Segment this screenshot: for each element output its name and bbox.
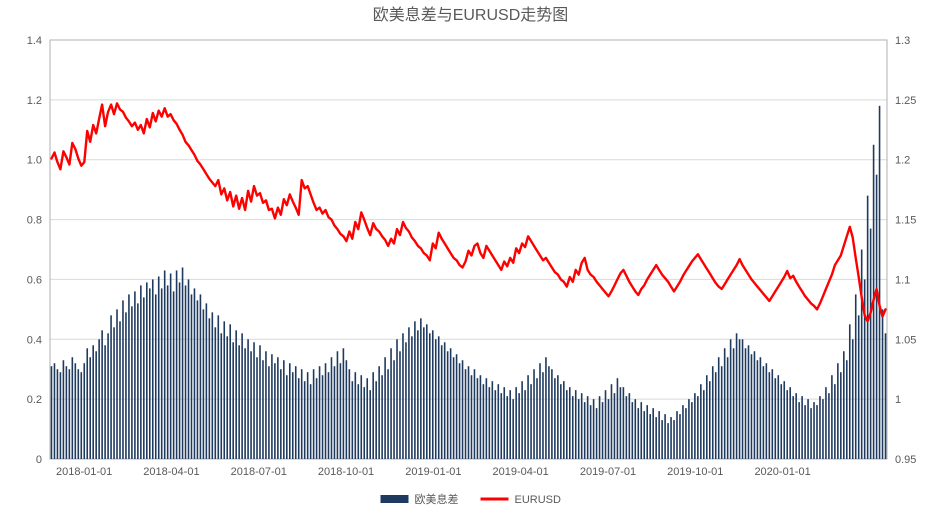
x-tick: 2018-04-01 [143, 466, 199, 478]
legend-label-line: EURUSD [515, 494, 562, 506]
y-left-tick: 1.4 [27, 35, 42, 47]
legend-label-bars: 欧美息差 [415, 492, 459, 506]
y-left-tick: 0 [36, 454, 42, 466]
x-tick: 2018-07-01 [231, 466, 287, 478]
y-right-tick: 1 [895, 394, 901, 406]
x-tick: 2018-10-01 [318, 466, 374, 478]
y-right-tick: 1.15 [895, 215, 916, 227]
chart-title: 欧美息差与EURUSD走势图 [373, 6, 569, 24]
spread-eurusd-chart: 欧美息差与EURUSD走势图 0 0.2 0.4 0.6 0.8 1.0 1.2 1.4 0.95… [0, 0, 941, 517]
y-right-tick: 1.3 [895, 35, 910, 47]
y-right-tick: 1.1 [895, 274, 910, 286]
x-tick: 2018-01-01 [56, 466, 112, 478]
y-right-tick: 1.2 [895, 155, 910, 167]
y-left-tick: 0.8 [27, 215, 42, 227]
y-left-tick: 0.6 [27, 274, 42, 286]
x-tick: 2019-07-01 [580, 466, 636, 478]
x-tick: 2019-10-01 [667, 466, 723, 478]
y-left-tick: 0.4 [27, 334, 42, 346]
y-left-tick: 1.0 [27, 155, 42, 167]
legend-swatch-bars [381, 495, 409, 503]
x-tick: 2019-01-01 [405, 466, 461, 478]
y-right-tick: 1.05 [895, 334, 916, 346]
y-right-tick: 1.25 [895, 95, 916, 107]
y-left-tick: 1.2 [27, 95, 42, 107]
x-tick: 2020-01-01 [754, 466, 810, 478]
x-tick: 2019-04-01 [493, 466, 549, 478]
y-left-tick: 0.2 [27, 394, 42, 406]
y-right-tick: 0.95 [895, 454, 916, 466]
